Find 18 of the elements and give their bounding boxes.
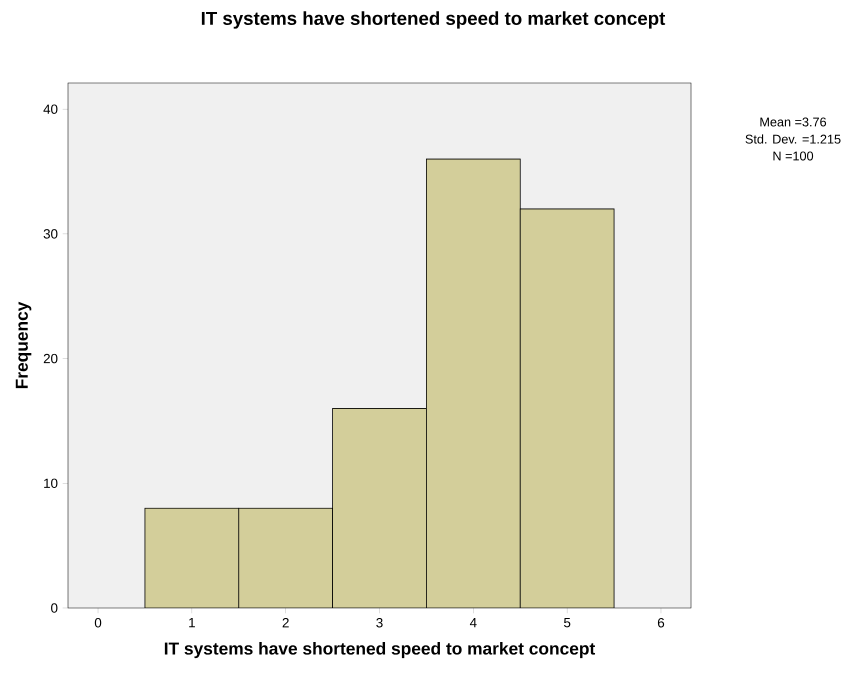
x-tick-label: 3 <box>376 618 383 628</box>
text: N =100 <box>773 152 814 160</box>
x-axis-title: IT systems have shortened speed to market concept <box>164 642 596 658</box>
x-tick-label: 1 <box>189 618 195 628</box>
x-tick-label: 4 <box>470 618 477 628</box>
y-tick-label: 10 <box>44 478 58 488</box>
x-tick-label: 0 <box>94 618 102 628</box>
y-axis-title: Frequency <box>16 302 32 388</box>
y-tick-label: 0 <box>51 603 58 613</box>
x-tick-label: 5 <box>564 618 570 628</box>
y-tick-label: 30 <box>44 229 58 239</box>
chart-title: IT systems have shortened speed to market concept <box>202 11 666 29</box>
x-tick-label: 2 <box>282 618 289 628</box>
text: Std. Dev. =1.215 <box>746 134 841 144</box>
y-tick-label: 20 <box>44 354 58 364</box>
x-tick-label: 6 <box>658 618 664 628</box>
text: Mean =3.76 <box>760 118 826 126</box>
y-tick-label: 40 <box>43 104 58 114</box>
